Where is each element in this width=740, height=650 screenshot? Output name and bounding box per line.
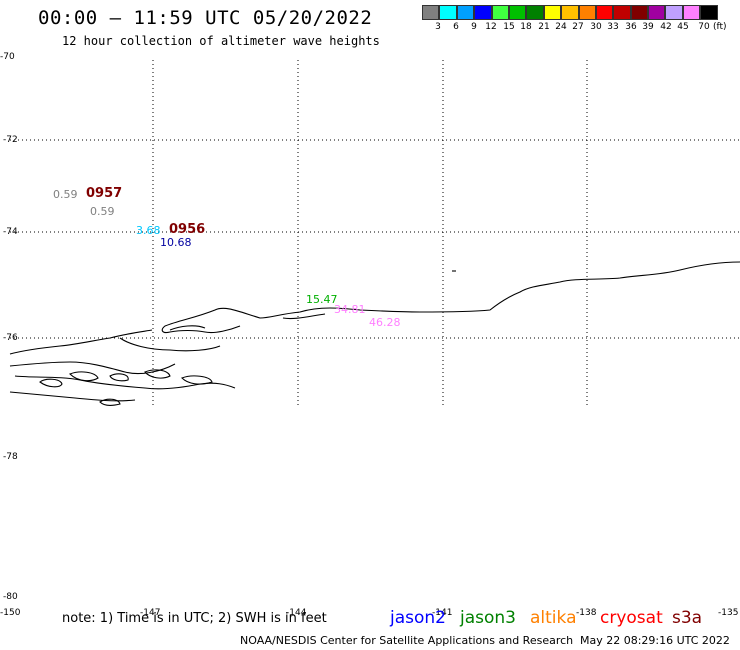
scale-label: 6 [453, 22, 459, 32]
scale-swatch [491, 5, 509, 20]
scale-swatch [474, 5, 492, 20]
scale-swatch [648, 5, 666, 20]
scale-label: 42 [660, 22, 672, 32]
satellite-legend-item: cryosat [600, 608, 663, 628]
scale-label: 39 [642, 22, 654, 32]
satellite-legend-item: jason3 [460, 608, 516, 628]
scale-label: 27 [572, 22, 584, 32]
scale-label: 36 [625, 22, 637, 32]
scale-swatch [630, 5, 649, 20]
credit-text: NOAA/NESDIS Center for Satellite Applica… [240, 634, 574, 647]
scale-swatch [508, 5, 527, 20]
longitude-label: -150 [0, 608, 21, 618]
scale-label: 12 [485, 22, 497, 32]
scale-label: 9 [471, 22, 477, 32]
scale-label: 3 [435, 22, 441, 32]
scale-label: 33 [607, 22, 619, 32]
graticule [10, 60, 740, 408]
longitude-label: -147 [140, 608, 161, 618]
latitude-label: -80 [3, 592, 18, 602]
longitude-label: -141 [432, 608, 453, 618]
latitude-label: -70 [0, 52, 15, 62]
wave-height-label: 10.68 [160, 236, 192, 249]
satellite-legend-item: s3a [672, 608, 703, 628]
latitude-label: -76 [3, 333, 18, 343]
pass-time-label: 0956 [169, 222, 206, 237]
scale-swatch [578, 5, 596, 20]
scale-swatch [439, 5, 457, 20]
longitude-label: -135 [718, 608, 739, 618]
scale-label: 18 [520, 22, 532, 32]
scale-label: 24 [555, 22, 567, 32]
scale-label: 30 [590, 22, 602, 32]
satellite-legend-item: altika [530, 608, 577, 628]
scale-swatch [526, 5, 544, 20]
wave-height-label: 46.28 [369, 316, 401, 329]
latitude-label: -78 [3, 452, 18, 462]
wave-height-label: 34.81 [334, 303, 366, 316]
map-title: 00:00 – 11:59 UTC 05/20/2022 [38, 7, 373, 29]
latitude-label: -74 [3, 227, 18, 237]
scale-swatch [456, 5, 475, 20]
scale-swatch [700, 5, 718, 20]
wave-height-label: 15.47 [306, 293, 338, 306]
satellite-legend-item: jason2 [390, 608, 446, 628]
scale-unit: (ft) [713, 22, 727, 32]
scale-label: 21 [538, 22, 550, 32]
footer-note: note: 1) Time is in UTC; 2) SWH is in fe… [62, 611, 327, 626]
wave-height-label: 0.59 [53, 188, 78, 201]
generation-timestamp: May 22 08:29:16 UTC 2022 [580, 634, 730, 647]
scale-swatch [682, 5, 701, 20]
scale-label: 70 [698, 22, 710, 32]
scale-swatch [595, 5, 614, 20]
scale-swatch [561, 5, 579, 20]
map-subtitle: 12 hour collection of altimeter wave hei… [62, 34, 380, 48]
wave-height-label: 0.59 [90, 205, 115, 218]
color-scale [422, 5, 718, 20]
longitude-label: -144 [286, 608, 307, 618]
longitude-label: -138 [576, 608, 597, 618]
scale-swatch [665, 5, 683, 20]
pass-time-label: 0957 [86, 186, 123, 201]
scale-swatch [422, 5, 440, 20]
wave-height-label: 3.68 [136, 224, 161, 237]
scale-swatch [613, 5, 631, 20]
latitude-label: -72 [3, 135, 18, 145]
scale-swatch [543, 5, 562, 20]
scale-label: 45 [677, 22, 689, 32]
coastline [9, 261, 740, 406]
scale-label: 15 [503, 22, 515, 32]
color-scale-labels: 3 6 9 12 15 18 21 24 27 30 33 36 39 42 45 70 [422, 22, 740, 36]
